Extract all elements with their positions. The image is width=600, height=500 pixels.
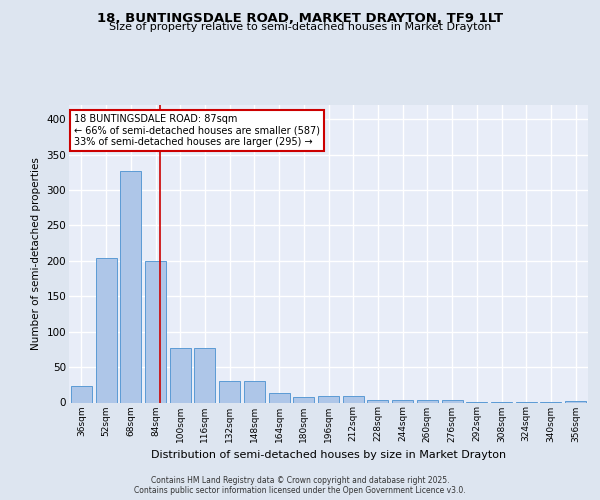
Bar	[318, 396, 339, 402]
Bar	[95, 258, 116, 402]
Bar	[71, 386, 92, 402]
Bar	[343, 396, 364, 402]
Y-axis label: Number of semi-detached properties: Number of semi-detached properties	[31, 158, 41, 350]
Bar	[244, 381, 265, 402]
Text: Size of property relative to semi-detached houses in Market Drayton: Size of property relative to semi-detach…	[109, 22, 491, 32]
Text: 18 BUNTINGSDALE ROAD: 87sqm
← 66% of semi-detached houses are smaller (587)
33% : 18 BUNTINGSDALE ROAD: 87sqm ← 66% of sem…	[74, 114, 320, 147]
Bar	[293, 397, 314, 402]
Bar	[269, 392, 290, 402]
Bar	[194, 348, 215, 403]
Bar	[145, 261, 166, 402]
Bar	[170, 348, 191, 403]
Bar	[417, 400, 438, 402]
Bar	[219, 381, 240, 402]
Bar	[120, 171, 141, 402]
Text: 18, BUNTINGSDALE ROAD, MARKET DRAYTON, TF9 1LT: 18, BUNTINGSDALE ROAD, MARKET DRAYTON, T…	[97, 12, 503, 26]
Bar	[565, 401, 586, 402]
Bar	[442, 400, 463, 402]
Bar	[367, 400, 388, 402]
Text: Contains HM Land Registry data © Crown copyright and database right 2025.
Contai: Contains HM Land Registry data © Crown c…	[134, 476, 466, 495]
Bar	[392, 400, 413, 402]
X-axis label: Distribution of semi-detached houses by size in Market Drayton: Distribution of semi-detached houses by …	[151, 450, 506, 460]
